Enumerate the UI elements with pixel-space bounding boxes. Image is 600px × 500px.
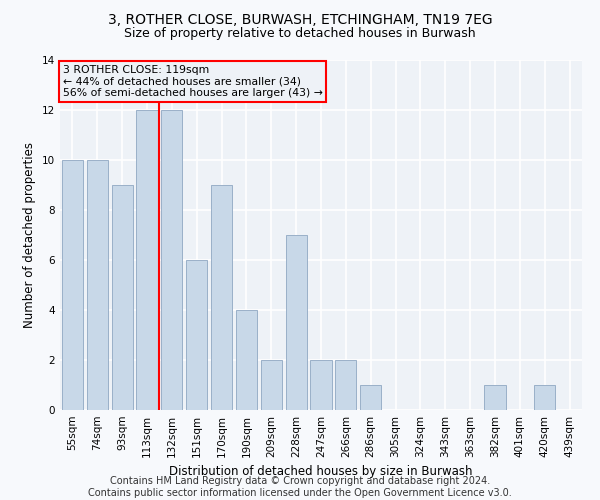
Bar — [335, 360, 356, 410]
Bar — [286, 235, 307, 410]
Text: 3 ROTHER CLOSE: 119sqm
← 44% of detached houses are smaller (34)
56% of semi-det: 3 ROTHER CLOSE: 119sqm ← 44% of detached… — [62, 66, 322, 98]
Text: Contains HM Land Registry data © Crown copyright and database right 2024.
Contai: Contains HM Land Registry data © Crown c… — [88, 476, 512, 498]
Bar — [360, 385, 381, 410]
Bar — [211, 185, 232, 410]
Bar — [136, 110, 158, 410]
Bar — [186, 260, 207, 410]
Bar — [236, 310, 257, 410]
Bar — [534, 385, 555, 410]
Y-axis label: Number of detached properties: Number of detached properties — [23, 142, 37, 328]
Text: Size of property relative to detached houses in Burwash: Size of property relative to detached ho… — [124, 28, 476, 40]
Text: 3, ROTHER CLOSE, BURWASH, ETCHINGHAM, TN19 7EG: 3, ROTHER CLOSE, BURWASH, ETCHINGHAM, TN… — [107, 12, 493, 26]
Bar — [484, 385, 506, 410]
X-axis label: Distribution of detached houses by size in Burwash: Distribution of detached houses by size … — [169, 466, 473, 478]
Bar — [87, 160, 108, 410]
Bar — [161, 110, 182, 410]
Bar — [62, 160, 83, 410]
Bar — [261, 360, 282, 410]
Bar — [112, 185, 133, 410]
Bar — [310, 360, 332, 410]
